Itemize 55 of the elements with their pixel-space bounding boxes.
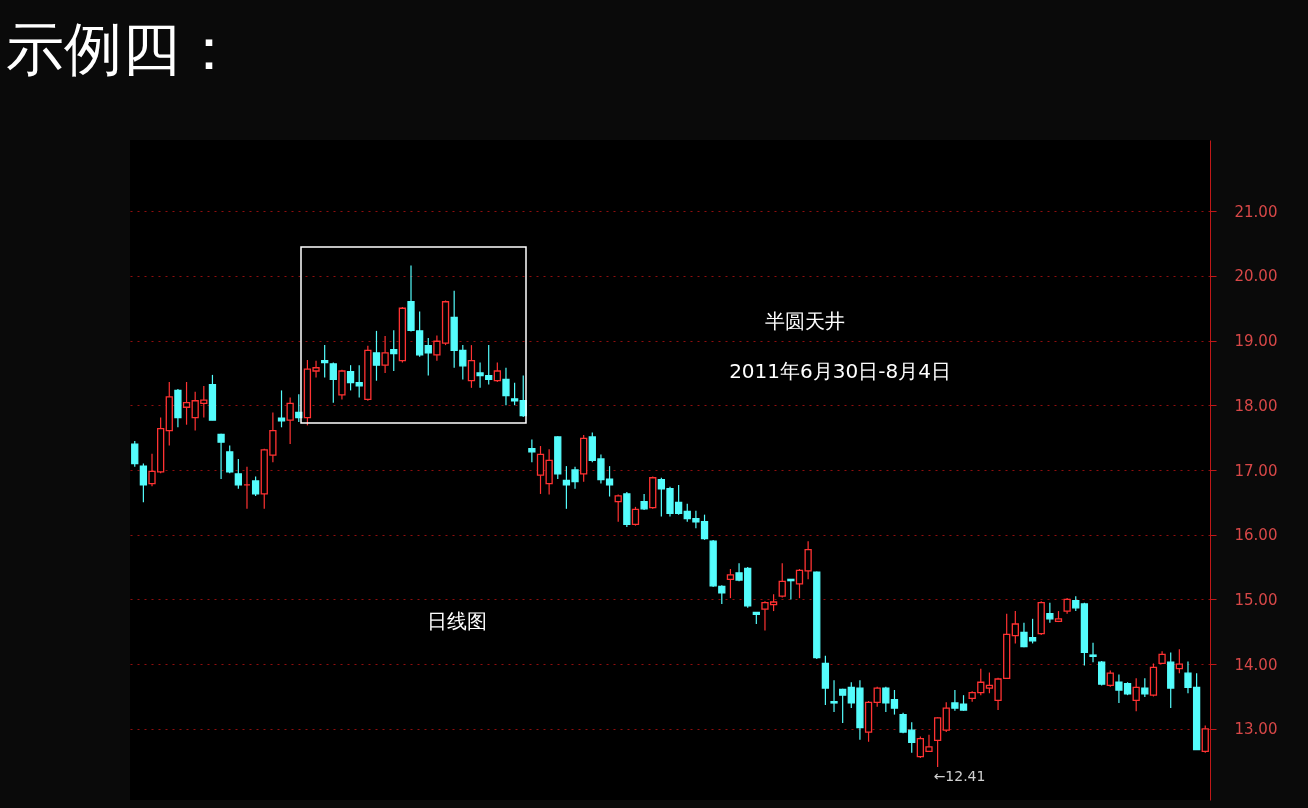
y-tick-label: 18.00 <box>1234 396 1278 415</box>
candlestick <box>1141 677 1149 698</box>
candlestick <box>787 578 795 601</box>
candlestick <box>502 367 510 406</box>
candlestick <box>933 716 942 768</box>
y-tick-label: 20.00 <box>1234 267 1278 286</box>
candlestick <box>890 689 899 716</box>
candlestick <box>839 688 847 724</box>
candlestick <box>338 369 346 401</box>
candlestick <box>372 330 381 382</box>
candlestick <box>718 584 726 605</box>
candlestick <box>882 686 890 713</box>
annotation: 半圆天井 <box>765 309 845 333</box>
y-tick-label: 14.00 <box>1234 655 1278 674</box>
annotation: 2011年6月30日-8月4日 <box>729 359 951 383</box>
candlestick <box>131 440 139 468</box>
candlestick <box>528 438 536 463</box>
candlestick <box>226 444 234 474</box>
candlestick <box>182 381 191 426</box>
y-tick-label: 13.00 <box>1234 720 1278 739</box>
candlestick <box>346 364 355 392</box>
candlestick <box>1175 648 1183 674</box>
candlestick <box>1089 642 1097 663</box>
annotation: ←12.41 <box>933 768 986 784</box>
candlestick <box>614 493 622 523</box>
candlestick <box>321 344 329 379</box>
candlestick <box>778 562 786 599</box>
candlestick <box>830 679 838 713</box>
candlestick <box>1132 677 1140 712</box>
y-tick-label: 16.00 <box>1234 526 1278 545</box>
candlestick <box>355 364 363 399</box>
candlestick <box>234 458 242 490</box>
candlestick <box>217 433 225 480</box>
y-tick-label: 19.00 <box>1234 332 1278 351</box>
candlestick <box>251 475 260 497</box>
candlestick <box>286 396 294 445</box>
candlestick <box>1011 610 1019 645</box>
y-tick-label: 15.00 <box>1234 590 1278 609</box>
y-tick-label: 21.00 <box>1234 202 1278 221</box>
candlestick <box>510 382 519 406</box>
candlestick <box>1098 660 1106 687</box>
candlestick <box>139 462 148 503</box>
candlestick <box>493 361 501 383</box>
candlestick <box>329 361 337 404</box>
candlestick <box>726 568 735 599</box>
candlestick <box>942 701 950 733</box>
annotation: 日线图 <box>427 609 487 633</box>
y-tick-label: 17.00 <box>1234 461 1278 480</box>
candlestick <box>424 337 432 377</box>
chart-title: 示例四： <box>6 15 238 83</box>
candlestick <box>1046 602 1054 624</box>
candlestick <box>390 329 398 372</box>
candlestick <box>631 506 640 527</box>
candlestick <box>467 344 476 389</box>
candlestick <box>381 335 389 374</box>
